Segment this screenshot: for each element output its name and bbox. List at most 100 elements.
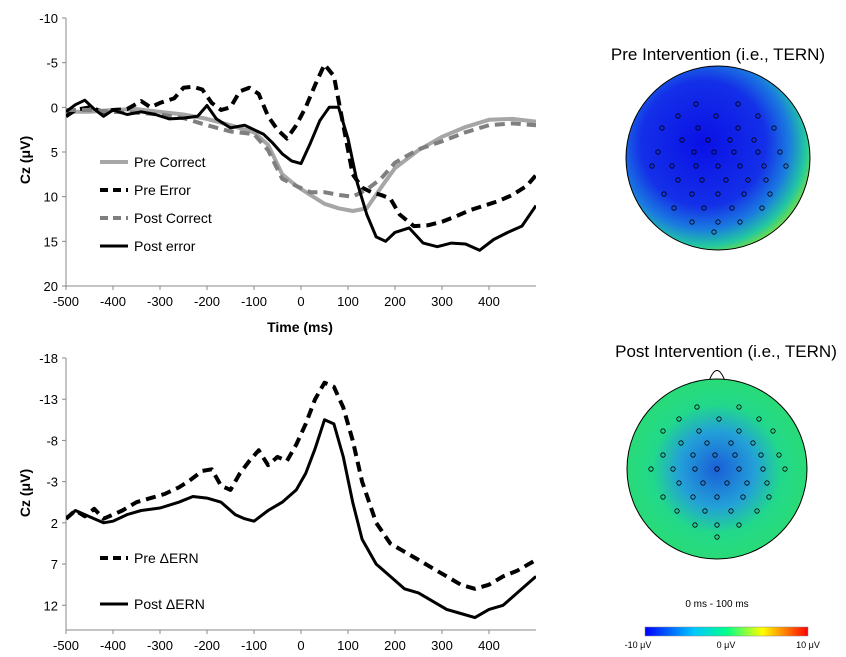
electrode-marker xyxy=(754,508,760,514)
electrode-marker xyxy=(711,149,717,155)
electrode-marker xyxy=(755,149,761,155)
electrode-marker xyxy=(767,191,773,197)
electrode-marker xyxy=(693,163,699,169)
top-y-tick-label: -10 xyxy=(39,11,58,26)
bottom-y-tick-label: -13 xyxy=(39,392,58,407)
electrode-marker xyxy=(735,125,741,131)
electrode-marker xyxy=(770,428,776,434)
electrode-marker xyxy=(693,101,699,107)
electrode-marker xyxy=(695,125,701,131)
top-x-tick-label: 0 xyxy=(297,294,304,309)
colorbar: 0 ms - 100 ms -10 μV 0 μV 10 μV xyxy=(625,599,820,650)
electrode-marker xyxy=(676,416,682,422)
electrode-marker xyxy=(692,522,698,528)
electrode-marker xyxy=(659,125,665,131)
series-line-post-correct xyxy=(66,108,536,199)
top-chart-ylabel: Cz (μV) xyxy=(17,136,33,184)
top-y-tick-label: 15 xyxy=(44,234,58,249)
top-chart-tick-labels: -10 -5 0 5 10 15 20-500 -400 -300 -200 -100 0 100 200… xyxy=(39,11,500,309)
series-line-post-ern xyxy=(66,418,536,620)
bottom-x-tick-label: -200 xyxy=(194,638,220,653)
electrode-marker xyxy=(751,137,757,143)
series-line-pre-correct xyxy=(66,107,536,213)
electrode-marker xyxy=(661,191,667,197)
colorbar-mid-label: 0 μV xyxy=(717,640,736,650)
electrode-marker xyxy=(696,428,702,434)
electrode-marker xyxy=(675,177,681,183)
electrode-marker xyxy=(712,452,718,458)
top-y-tick-label: 5 xyxy=(51,145,58,160)
electrode-marker xyxy=(675,113,681,119)
colorbar-gradient xyxy=(644,626,809,637)
topomap-pre-electrodes xyxy=(649,101,789,235)
electrode-marker xyxy=(704,440,710,446)
legend-label: Post Correct xyxy=(134,210,212,226)
bottom-y-tick-label: -18 xyxy=(39,351,58,366)
top-y-tick-label: 10 xyxy=(44,190,58,205)
bottom-x-tick-label: 200 xyxy=(384,638,406,653)
top-x-tick-label: -400 xyxy=(100,294,126,309)
colorbar-max-label: 10 μV xyxy=(796,640,820,650)
series-line-pre-error xyxy=(66,62,536,229)
electrode-marker xyxy=(660,494,666,500)
top-chart-axes xyxy=(62,17,536,290)
electrode-marker xyxy=(741,191,747,197)
electrode-marker xyxy=(713,113,719,119)
electrode-marker xyxy=(655,149,661,155)
electrode-marker xyxy=(745,177,751,183)
top-chart-series xyxy=(66,62,536,252)
electrode-marker xyxy=(727,137,733,143)
top-chart-xlabel: Time (ms) xyxy=(267,319,333,335)
erp-chart-bottom: -18 -13 -8 -3 2 7 12 -500 -400 -300 -200 -100 0 100 20… xyxy=(17,351,536,653)
electrode-marker xyxy=(750,440,756,446)
electrode-marker xyxy=(660,428,666,434)
nose-icon xyxy=(708,370,726,382)
electrode-marker xyxy=(776,452,782,458)
electrode-marker xyxy=(648,466,654,472)
electrode-marker xyxy=(744,480,750,486)
electrode-marker xyxy=(714,466,720,472)
electrode-marker xyxy=(763,177,769,183)
electrode-marker xyxy=(740,494,746,500)
electrode-marker xyxy=(736,522,742,528)
bottom-chart-axes xyxy=(62,357,536,634)
electrode-marker xyxy=(660,452,666,458)
top-x-tick-label: 100 xyxy=(337,294,359,309)
bottom-x-tick-label: -500 xyxy=(53,638,79,653)
electrode-marker xyxy=(674,508,680,514)
top-y-tick-label: 20 xyxy=(44,279,58,294)
electrode-marker xyxy=(714,494,720,500)
top-x-tick-label: -300 xyxy=(147,294,173,309)
top-chart-legend: Pre Correct Pre Error Post Correct Post err… xyxy=(100,154,212,254)
legend-label: Post ΔERN xyxy=(134,596,205,612)
electrode-marker xyxy=(679,137,685,143)
electrode-marker xyxy=(761,163,767,169)
electrode-marker xyxy=(728,508,734,514)
legend-label: Pre Correct xyxy=(134,154,206,170)
electrode-marker xyxy=(692,466,698,472)
top-x-tick-label: 200 xyxy=(384,294,406,309)
electrode-marker xyxy=(702,508,708,514)
top-y-tick-label: -5 xyxy=(46,56,58,71)
electrode-marker xyxy=(731,149,737,155)
colorbar-range-label: 0 ms - 100 ms xyxy=(685,599,748,610)
bottom-chart-legend: Pre ΔERN Post ΔERN xyxy=(100,550,205,612)
electrode-marker xyxy=(755,113,761,119)
bottom-chart-series xyxy=(66,380,536,620)
topomap-post: Post Intervention (i.e., TERN) xyxy=(615,342,837,560)
electrode-marker xyxy=(728,440,734,446)
topomap-pre: Pre Intervention (i.e., TERN) xyxy=(611,45,825,251)
electrode-marker xyxy=(669,163,675,169)
bottom-x-tick-label: 0 xyxy=(297,638,304,653)
electrode-marker xyxy=(678,440,684,446)
electrode-marker xyxy=(771,125,777,131)
electrode-marker xyxy=(714,534,720,540)
electrode-marker xyxy=(715,163,721,169)
electrode-marker xyxy=(736,466,742,472)
electrode-marker xyxy=(759,205,765,211)
bottom-x-tick-label: 300 xyxy=(431,638,453,653)
electrode-marker xyxy=(705,137,711,143)
electrode-marker xyxy=(671,205,677,211)
bottom-x-tick-label: -400 xyxy=(100,638,126,653)
bottom-x-tick-label: 100 xyxy=(337,638,359,653)
